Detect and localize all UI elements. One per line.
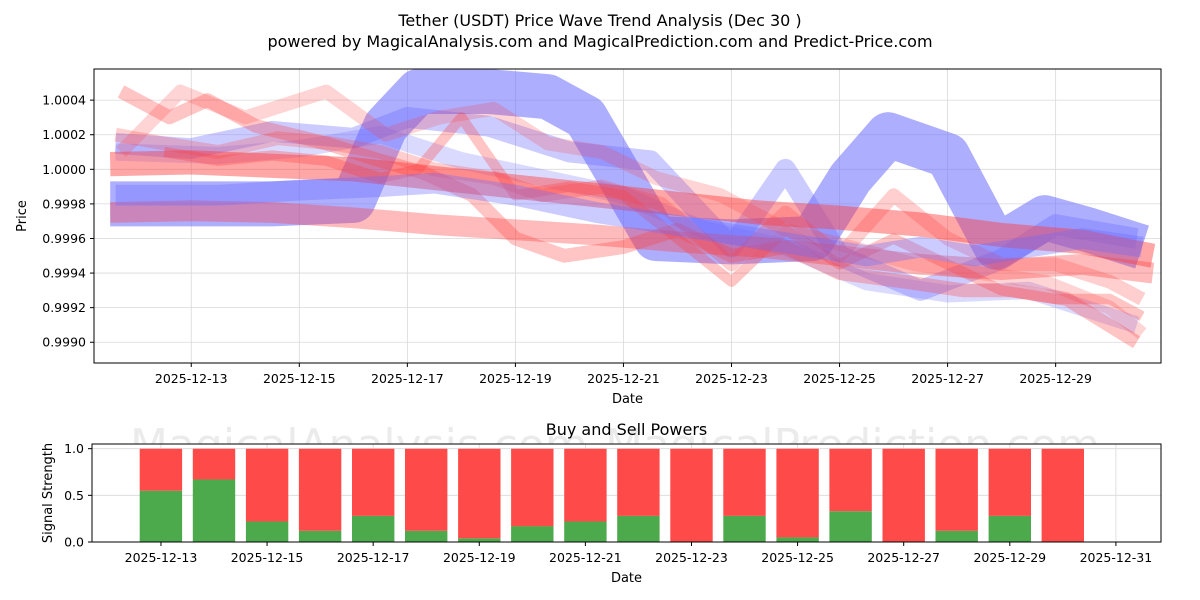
buy-bar (192, 479, 236, 542)
wave-red-wave-3 (117, 85, 1141, 349)
wave-purple-wave-1 (115, 172, 1144, 267)
x-tick-label: 2025-12-23 (655, 550, 728, 565)
signal-frame (91, 443, 1162, 543)
sell-bar (245, 448, 289, 522)
sell-bar (723, 448, 766, 516)
x-tick-label: 2025-12-19 (443, 550, 516, 565)
buy-bar (776, 537, 819, 542)
wave-red-wave-5 (114, 127, 1146, 306)
y-tick-label: 0.9998 (42, 196, 86, 211)
x-tick-label: 2025-12-15 (231, 550, 304, 565)
x-tick-label: 2025-12-13 (125, 550, 198, 565)
x-tick-label: 2025-12-29 (1019, 371, 1092, 386)
sell-bar (670, 448, 713, 542)
x-tick-label: 2025-12-21 (587, 371, 660, 386)
x-axis-label: Date (612, 392, 643, 407)
wave-red-wave-4 (116, 84, 1147, 339)
chart-subtitle: powered by MagicalAnalysis.com and Magic… (267, 32, 932, 51)
y-axis-label: Price (15, 200, 30, 232)
y-tick-label: 0.5 (64, 488, 84, 503)
buy-bar (511, 526, 554, 542)
x-tick-label: 2025-12-25 (803, 371, 876, 386)
buy-bar (935, 530, 978, 542)
sell-bar (882, 448, 925, 542)
x-tick-label: 2025-12-29 (973, 550, 1046, 565)
x-tick-label: 2025-12-25 (761, 550, 834, 565)
y-axis-label: Signal Strength (41, 443, 56, 543)
x-tick-label: 2025-12-19 (479, 371, 552, 386)
buy-bar (352, 515, 395, 542)
sell-bar (829, 448, 872, 512)
sell-bar (935, 448, 978, 531)
wave-blue-wave-1 (110, 69, 1149, 270)
x-tick-label: 2025-12-17 (371, 371, 444, 386)
sell-bar (458, 448, 501, 539)
y-tick-label: 0.9996 (42, 231, 86, 246)
sell-bar (617, 448, 660, 516)
wave-group (109, 69, 1156, 349)
y-tick-label: 0.9994 (42, 266, 86, 281)
x-tick-label: 2025-12-21 (549, 550, 622, 565)
sell-bar (405, 448, 448, 531)
y-tick-label: 1.0000 (42, 162, 86, 177)
wave-blue-wave-3 (115, 126, 1140, 334)
buy-bar (245, 521, 289, 542)
buy-bar (617, 515, 660, 542)
sell-bar (192, 448, 236, 480)
wave-red-wave-2 (109, 200, 1155, 284)
sell-bar (564, 448, 607, 522)
wave-red-wave-6 (163, 112, 1145, 321)
buy-bar (458, 538, 501, 542)
buy-bar (988, 515, 1031, 542)
y-tick-label: 0.9992 (42, 300, 86, 315)
y-tick-label: 1.0002 (42, 127, 86, 142)
sell-bar (139, 448, 183, 491)
wave-red-wave-1 (109, 150, 1156, 268)
buy-bar (405, 530, 448, 542)
y-tick-label: 1.0004 (42, 93, 86, 108)
sell-bar (776, 448, 819, 538)
x-tick-label: 2025-12-31 (1080, 550, 1153, 565)
x-tick-label: 2025-12-15 (263, 371, 336, 386)
x-tick-label: 2025-12-13 (155, 371, 228, 386)
price-frame (93, 68, 1162, 364)
buy-bar (298, 530, 342, 542)
buy-bar (139, 490, 183, 542)
signal-panel: 2025-12-13 2025-12-15 2025-12-17 2025-12-19… (41, 420, 1162, 586)
buy-bar (564, 521, 607, 542)
y-tick-label: 1.0 (64, 441, 84, 456)
y-tick-label: 0.9990 (42, 335, 86, 350)
y-tick-label: 0.0 (64, 535, 84, 550)
buy-bar (829, 511, 872, 542)
x-tick-label: 2025-12-23 (695, 371, 768, 386)
x-axis-label: Date (611, 571, 642, 586)
x-tick-label: 2025-12-27 (911, 371, 984, 386)
chart-title: Tether (USDT) Price Wave Trend Analysis … (397, 11, 801, 30)
sell-bar (511, 448, 554, 527)
sell-bar (352, 448, 395, 516)
x-tick-label: 2025-12-27 (867, 550, 940, 565)
signal-title: Buy and Sell Powers (546, 420, 708, 439)
price-panel: 2025-12-13 2025-12-15 2025-12-17 2025-12-19… (15, 68, 1162, 407)
sell-bar (1041, 448, 1084, 542)
wave-blue-wave-2 (114, 107, 1139, 301)
sell-bar (298, 448, 342, 531)
buy-bar (723, 515, 766, 542)
x-tick-label: 2025-12-17 (337, 550, 410, 565)
sell-bar (988, 448, 1031, 516)
